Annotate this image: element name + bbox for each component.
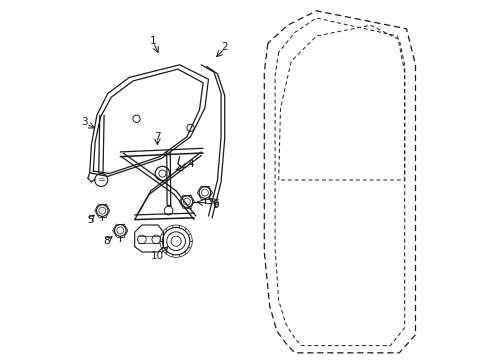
Text: 10: 10: [150, 251, 163, 261]
Text: 7: 7: [154, 132, 161, 142]
Text: 2: 2: [221, 42, 227, 52]
Text: 6: 6: [212, 199, 219, 210]
Text: 3: 3: [81, 117, 87, 127]
Text: 5: 5: [87, 215, 94, 225]
Text: 9: 9: [212, 200, 219, 210]
Text: 4: 4: [187, 159, 193, 169]
Text: 1: 1: [149, 36, 156, 46]
Text: 8: 8: [103, 236, 110, 246]
